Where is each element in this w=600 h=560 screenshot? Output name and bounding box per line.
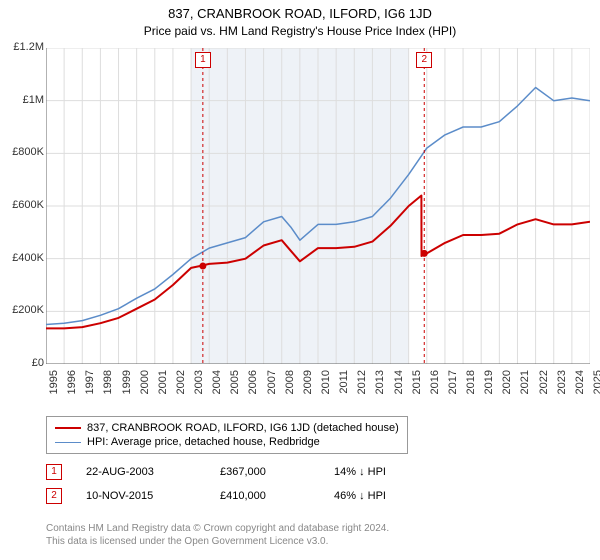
sale-row: 2 10-NOV-2015 £410,000 46% ↓ HPI [46,484,386,508]
footer: Contains HM Land Registry data © Crown c… [46,522,389,548]
legend-swatch [55,427,81,429]
x-tick-label: 2004 [211,370,223,400]
chart-marker-1: 1 [195,52,211,68]
legend-row: HPI: Average price, detached house, Redb… [55,435,399,449]
legend-swatch [55,442,81,443]
x-tick-label: 2018 [465,370,477,400]
chart-area [46,48,590,364]
x-tick-label: 2016 [429,370,441,400]
page-subtitle: Price paid vs. HM Land Registry's House … [0,21,600,38]
x-tick-label: 1996 [66,370,78,400]
y-tick-label: £0 [0,357,44,369]
x-tick-label: 2003 [193,370,205,400]
x-tick-label: 2008 [284,370,296,400]
sales-table: 1 22-AUG-2003 £367,000 14% ↓ HPI 2 10-NOV-201… [46,460,386,508]
x-tick-label: 2023 [556,370,568,400]
x-tick-label: 1998 [102,370,114,400]
sale-date: 22-AUG-2003 [86,466,196,478]
x-tick-label: 2017 [447,370,459,400]
x-tick-label: 2011 [338,370,350,400]
sale-marker: 2 [46,488,62,504]
page-title: 837, CRANBROOK ROAD, ILFORD, IG6 1JD [0,0,600,21]
x-tick-label: 2014 [393,370,405,400]
sale-date: 10-NOV-2015 [86,490,196,502]
x-tick-label: 1997 [84,370,96,400]
legend-label: HPI: Average price, detached house, Redb… [87,436,320,448]
x-tick-label: 2021 [519,370,531,400]
x-tick-label: 2001 [157,370,169,400]
footer-line-2: This data is licensed under the Open Gov… [46,535,389,548]
price-chart [46,48,590,364]
y-tick-label: £200K [0,304,44,316]
y-tick-label: £1M [0,94,44,106]
legend-box: 837, CRANBROOK ROAD, ILFORD, IG6 1JD (de… [46,416,408,454]
sale-price: £410,000 [220,490,310,502]
y-tick-label: £1.2M [0,41,44,53]
x-tick-label: 2007 [266,370,278,400]
x-tick-label: 2009 [302,370,314,400]
x-tick-label: 2010 [320,370,332,400]
x-tick-label: 2024 [574,370,586,400]
x-tick-label: 2025 [592,370,600,400]
x-tick-label: 2022 [538,370,550,400]
legend-row: 837, CRANBROOK ROAD, ILFORD, IG6 1JD (de… [55,421,399,435]
footer-line-1: Contains HM Land Registry data © Crown c… [46,522,389,535]
sale-price: £367,000 [220,466,310,478]
x-tick-label: 2020 [501,370,513,400]
sale-marker: 1 [46,464,62,480]
legend-label: 837, CRANBROOK ROAD, ILFORD, IG6 1JD (de… [87,422,399,434]
sale-diff: 46% ↓ HPI [334,490,386,502]
x-tick-label: 2015 [411,370,423,400]
x-tick-label: 1999 [121,370,133,400]
x-tick-label: 2005 [229,370,241,400]
x-tick-label: 2002 [175,370,187,400]
x-tick-label: 2006 [247,370,259,400]
y-tick-label: £400K [0,252,44,264]
sale-row: 1 22-AUG-2003 £367,000 14% ↓ HPI [46,460,386,484]
x-tick-label: 2012 [356,370,368,400]
sale-diff: 14% ↓ HPI [334,466,386,478]
x-tick-label: 2019 [483,370,495,400]
x-tick-label: 2013 [374,370,386,400]
y-tick-label: £600K [0,199,44,211]
x-tick-label: 2000 [139,370,151,400]
y-tick-label: £800K [0,146,44,158]
x-tick-label: 1995 [48,370,60,400]
chart-marker-2: 2 [416,52,432,68]
